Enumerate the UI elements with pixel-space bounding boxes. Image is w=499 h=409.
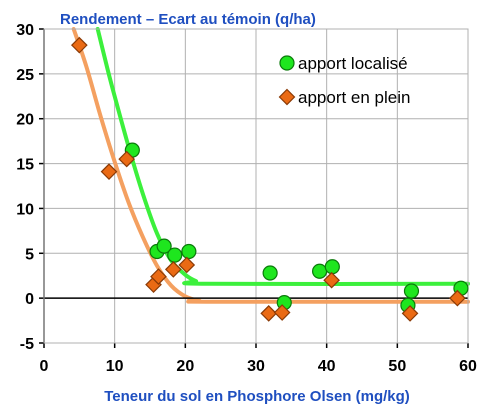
point-apport-en-plein (260, 305, 278, 322)
fit-curve-apport-en-plein (71, 27, 470, 304)
point-apport-en-plein (150, 268, 167, 285)
data-points (70, 36, 469, 322)
legend-marker-apport-localise (279, 55, 295, 71)
axes (39, 28, 469, 348)
y-tick-label-20: 20 (16, 112, 34, 129)
legend-label-apport-localise: apport localisé (298, 54, 408, 73)
y-tick-label-30: 30 (16, 22, 34, 39)
x-tick-label-10: 10 (106, 358, 124, 375)
legend: apport localisé apport en plein (278, 54, 410, 107)
legend-marker-apport-en-plein (278, 88, 296, 106)
point-apport-localise (181, 243, 197, 260)
point-apport-en-plein (100, 163, 118, 180)
point-apport-en-plein (273, 304, 291, 321)
y-tick-label-5: 5 (25, 246, 34, 263)
point-apport-localise (324, 259, 340, 275)
y-tick-label-0: 0 (25, 291, 34, 308)
point-apport-en-plein (164, 261, 182, 278)
y-tick-label-15: 15 (16, 157, 34, 174)
legend-circle-marker (279, 55, 295, 71)
plot-area-border (43, 28, 469, 344)
point-apport-localise (403, 283, 420, 299)
y-tick-label-10: 10 (16, 201, 34, 218)
point-apport-localise (156, 238, 172, 254)
chart-title: Rendement – Ecart au témoin (q/ha) (60, 11, 316, 28)
point-apport-localise (312, 263, 328, 279)
x-axis-title: Teneur du sol en Phosphore Olsen (mg/kg) (104, 388, 410, 405)
x-tick-label-30: 30 (247, 358, 265, 375)
tick-labels: 0 10 20 30 40 50 60 -5 0 5 10 15 20 25 30 (16, 22, 477, 375)
point-apport-en-plein (401, 305, 419, 322)
point-apport-localise (262, 265, 278, 281)
point-apport-en-plein (178, 256, 196, 274)
x-tick-label-40: 40 (318, 358, 336, 375)
point-apport-en-plein (323, 271, 340, 289)
x-tick-label-20: 20 (176, 358, 194, 375)
point-apport-en-plein (118, 150, 136, 168)
legend-diamond-marker (278, 88, 296, 106)
legend-label-apport-en-plein: apport en plein (298, 88, 410, 107)
y-tick-label-25: 25 (16, 67, 34, 84)
x-tick-label-60: 60 (459, 358, 477, 375)
x-tick-label-50: 50 (388, 358, 406, 375)
point-apport-en-plein (449, 289, 466, 307)
point-apport-en-plein (70, 36, 88, 54)
x-tick-label-0: 0 (40, 358, 49, 375)
y-tick-label--5: -5 (20, 336, 34, 353)
point-apport-localise (167, 247, 183, 263)
